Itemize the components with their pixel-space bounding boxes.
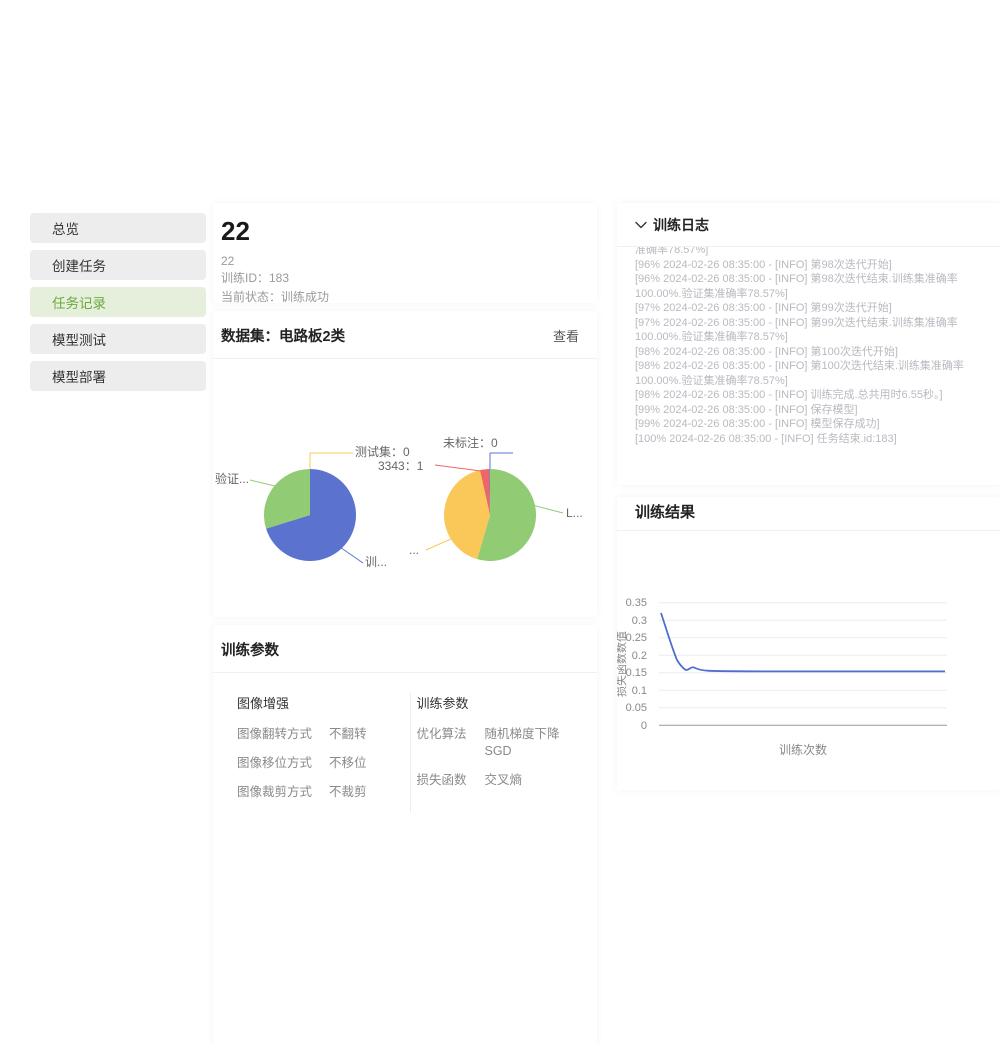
svg-text:0.05: 0.05 — [626, 702, 647, 714]
svg-text:测试集：0: 测试集：0 — [355, 444, 410, 459]
svg-text:训练次数: 训练次数 — [779, 742, 827, 757]
svg-text:0.3: 0.3 — [632, 615, 647, 627]
svg-text:0.35: 0.35 — [626, 597, 647, 609]
svg-text:0.1: 0.1 — [632, 685, 647, 697]
svg-text:0.25: 0.25 — [626, 632, 647, 644]
svg-text:验证...: 验证... — [215, 471, 249, 486]
svg-text:L...: L... — [566, 506, 583, 520]
svg-text:3343：1: 3343：1 — [378, 459, 424, 473]
svg-text:0: 0 — [641, 720, 647, 732]
svg-text:0.15: 0.15 — [626, 667, 647, 679]
svg-text:未标注：0: 未标注：0 — [443, 435, 498, 450]
svg-text:...: ... — [409, 543, 419, 557]
svg-text:损失函数数值: 损失函数数值 — [617, 631, 628, 697]
svg-text:训...: 训... — [365, 555, 387, 569]
svg-text:0.2: 0.2 — [632, 650, 647, 662]
